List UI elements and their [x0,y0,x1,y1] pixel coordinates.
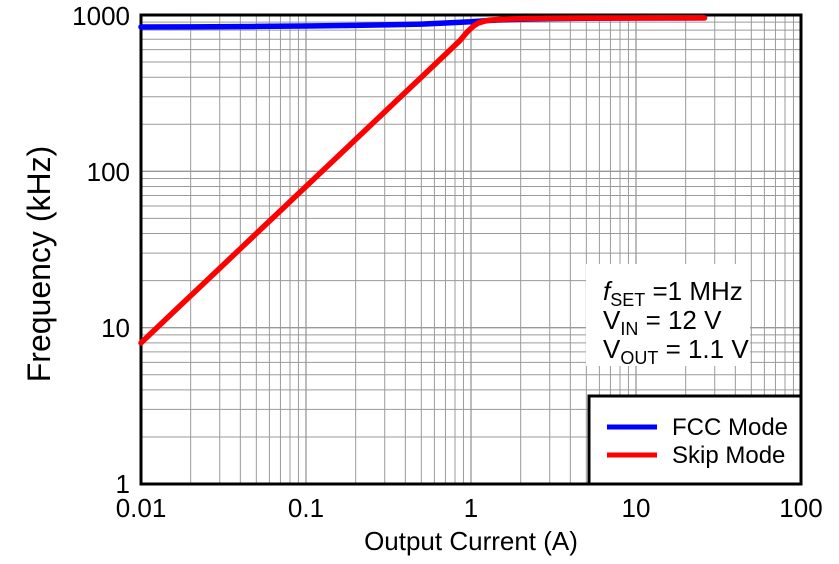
svg-text:Output Current (A): Output Current (A) [364,526,578,556]
svg-text:0.01: 0.01 [116,493,167,523]
svg-text:1: 1 [464,493,478,523]
svg-text:Frequency (kHz): Frequency (kHz) [21,146,57,383]
svg-text:10: 10 [622,493,651,523]
svg-text:100: 100 [779,493,822,523]
svg-text:FCC Mode: FCC Mode [672,414,788,441]
svg-text:0.1: 0.1 [288,493,324,523]
svg-text:10: 10 [101,313,130,343]
svg-text:1000: 1000 [72,1,130,31]
svg-text:100: 100 [87,157,130,187]
svg-text:Skip Mode: Skip Mode [672,442,785,469]
